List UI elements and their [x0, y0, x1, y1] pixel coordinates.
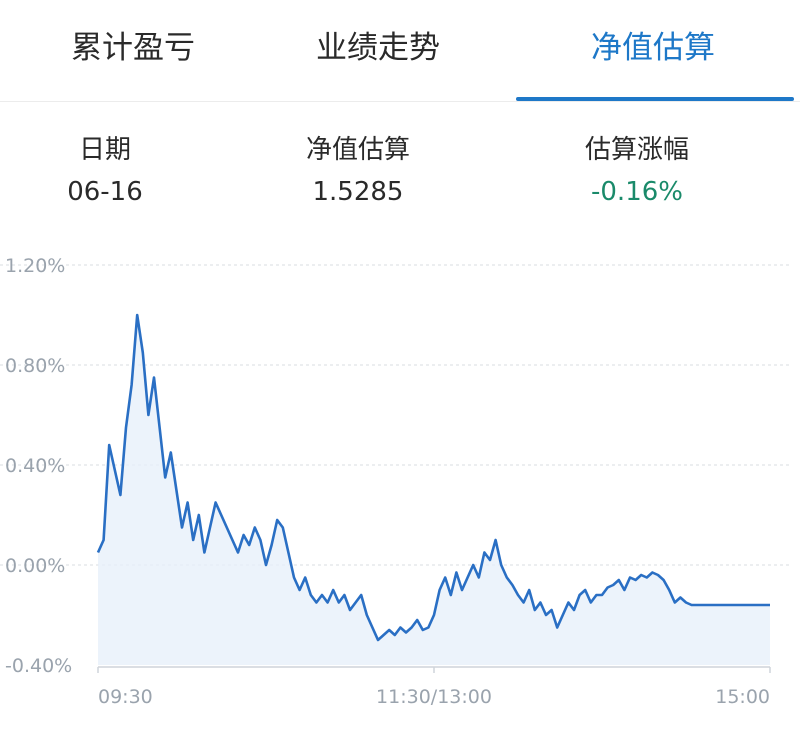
- tab-bar: 累计盈亏 业绩走势 净值估算: [0, 0, 800, 102]
- y-tick-label: 1.20%: [5, 255, 65, 277]
- tab-divider: [0, 101, 800, 102]
- x-tick-label: 09:30: [98, 686, 153, 708]
- nav-estimate-label: 净值估算: [305, 135, 410, 165]
- tab-performance-trend[interactable]: 业绩走势: [316, 30, 440, 66]
- y-tick-label: 0.40%: [5, 455, 65, 477]
- estimated-change-value: -0.16%: [591, 177, 683, 207]
- x-axis-ticks: [97, 667, 771, 673]
- y-tick-label: 0.00%: [5, 555, 65, 577]
- date-label: 日期: [78, 135, 131, 165]
- estimated-change-label: 估算涨幅: [584, 135, 689, 165]
- tab-nav-estimate[interactable]: 净值估算: [591, 30, 715, 66]
- summary-panel: 日期 06-16 净值估算 1.5285 估算涨幅 -0.16%: [0, 130, 800, 220]
- y-tick-label: -0.40%: [5, 655, 72, 677]
- date-value: 06-16: [67, 177, 143, 207]
- date-column: 日期 06-16: [0, 130, 215, 212]
- tab-cumulative-pnl[interactable]: 累计盈亏: [71, 30, 195, 66]
- series-line: [96, 313, 770, 642]
- active-tab-indicator: [516, 97, 794, 101]
- series-area-fill: [98, 315, 770, 665]
- nav-estimate-chart: 1.20% 0.80% 0.40% 0.00% -0.40% 09:30 11:30/13…: [0, 255, 790, 708]
- y-tick-label: 0.80%: [5, 355, 65, 377]
- x-axis-labels: 09:30 11:30/13:00 15:00: [98, 686, 770, 708]
- y-axis-labels: 1.20% 0.80% 0.40% 0.00% -0.40%: [5, 255, 72, 677]
- x-tick-label: 15:00: [715, 686, 770, 708]
- nav-estimate-value: 1.5285: [312, 177, 404, 207]
- estimated-change-column: 估算涨幅 -0.16%: [527, 130, 747, 212]
- x-tick-label: 11:30/13:00: [376, 686, 492, 708]
- nav-estimate-column: 净值估算 1.5285: [248, 130, 468, 212]
